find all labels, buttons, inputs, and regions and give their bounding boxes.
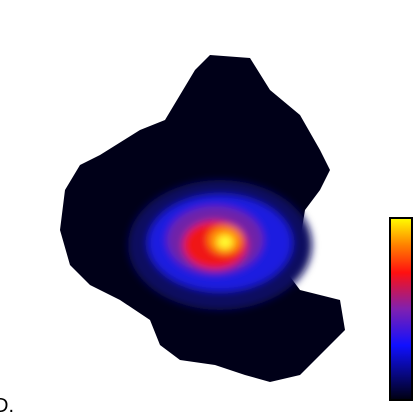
peak-region — [217, 235, 233, 249]
panel-label: D. — [0, 395, 14, 417]
colorbar — [389, 217, 413, 401]
intensity-map — [128, 180, 312, 310]
